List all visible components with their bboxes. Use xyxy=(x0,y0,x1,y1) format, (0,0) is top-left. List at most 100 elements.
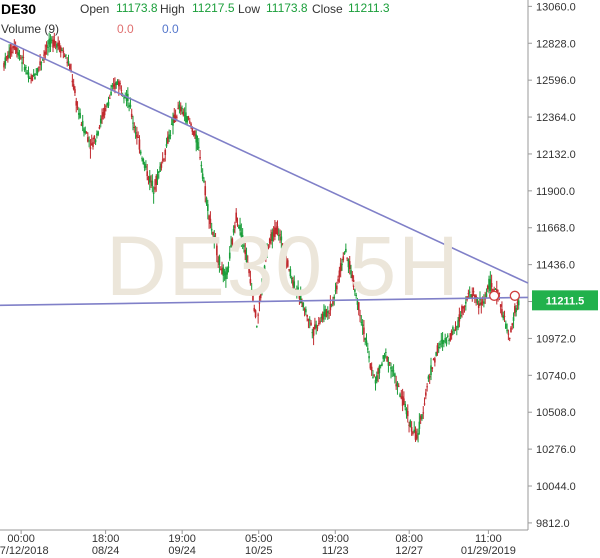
candle-body xyxy=(228,252,231,259)
candle-body xyxy=(155,175,158,185)
candle-body xyxy=(199,157,201,159)
candle-body xyxy=(352,279,355,287)
candle-body xyxy=(103,107,106,116)
candle-body xyxy=(316,327,319,329)
candle-body xyxy=(390,366,392,370)
trendline-marker[interactable] xyxy=(509,290,520,301)
candle-body xyxy=(365,340,368,344)
candle-body xyxy=(81,120,84,127)
candle-body xyxy=(158,171,160,174)
candle-body xyxy=(66,62,69,64)
candle-body xyxy=(383,355,386,358)
candle-body xyxy=(21,62,23,64)
candle-body xyxy=(427,376,430,379)
candle-body xyxy=(302,302,305,308)
candle-body xyxy=(187,116,190,119)
candle-body xyxy=(68,64,71,70)
candle-body xyxy=(130,113,133,117)
candle-body xyxy=(355,294,357,296)
candle-body xyxy=(305,309,307,313)
candle-body xyxy=(435,352,437,356)
candle-body xyxy=(188,121,191,123)
candle-body xyxy=(13,45,16,49)
candle-body xyxy=(230,244,232,247)
candle-body xyxy=(186,116,188,123)
candle-body xyxy=(412,431,414,434)
candle-body xyxy=(292,279,294,286)
candle-body xyxy=(450,330,453,336)
candle-body xyxy=(361,324,364,327)
candle-body xyxy=(406,410,409,417)
candle-body xyxy=(219,269,222,271)
x-tick-date: 09/24 xyxy=(168,545,196,557)
candle-body xyxy=(50,39,53,41)
candle-body xyxy=(467,293,470,295)
candle-body xyxy=(515,307,517,313)
candle-body xyxy=(152,192,155,194)
candle-body xyxy=(281,243,284,247)
candle-body xyxy=(25,66,27,68)
candle-body xyxy=(114,83,116,89)
candle-body xyxy=(321,313,324,320)
x-tick-date: 08/24 xyxy=(92,545,120,557)
candle-body xyxy=(226,267,228,275)
candle-body xyxy=(477,303,480,308)
candle-body xyxy=(78,113,80,115)
candle-body xyxy=(237,226,240,229)
candle-body xyxy=(169,135,172,137)
candle-body xyxy=(30,77,32,79)
candle-body xyxy=(142,158,145,165)
candle-body xyxy=(481,301,484,303)
candle-body xyxy=(343,252,346,255)
y-tick-label: 10740.0 xyxy=(536,370,576,382)
y-tick-label: 12364.0 xyxy=(536,112,576,124)
candle-body xyxy=(338,270,341,277)
candle-body xyxy=(265,257,267,259)
candle-body xyxy=(479,298,481,301)
candle-body xyxy=(370,366,373,371)
candle-body xyxy=(465,301,467,304)
candle-body xyxy=(271,232,274,241)
candle-body xyxy=(397,385,400,387)
candle-body xyxy=(428,376,431,378)
candle-body xyxy=(41,59,44,61)
candle-body xyxy=(396,382,399,387)
candle-body xyxy=(10,51,13,53)
candle-body xyxy=(387,361,390,366)
candle-body xyxy=(409,420,412,427)
candle-body xyxy=(106,102,108,106)
candle-body xyxy=(88,140,90,142)
horizontal-support-trendline[interactable] xyxy=(0,296,529,307)
candle-body xyxy=(134,132,137,134)
candle-body xyxy=(205,197,208,204)
candle-body xyxy=(85,131,88,134)
x-tick-time: 09:00 xyxy=(322,533,350,545)
candle-body xyxy=(440,340,443,342)
candle-body xyxy=(382,355,385,359)
y-tick-label: 10508.0 xyxy=(536,407,576,419)
candle-body xyxy=(357,302,360,311)
candle-body xyxy=(196,142,199,150)
candle-body xyxy=(207,204,209,211)
descending-resistance-trendline[interactable] xyxy=(0,37,529,284)
candle-body xyxy=(105,105,107,107)
candle-body xyxy=(128,105,130,107)
x-tick-time: 18:00 xyxy=(92,533,120,545)
candle-body xyxy=(385,352,387,354)
candle-body xyxy=(212,231,214,235)
candle-body xyxy=(7,55,9,60)
trendline-marker[interactable] xyxy=(489,290,500,301)
candle-body xyxy=(301,305,303,307)
candle-body xyxy=(146,171,148,177)
candle-body xyxy=(133,126,136,128)
candle-body xyxy=(395,384,397,387)
candle-body xyxy=(514,306,516,314)
x-tick-time: 05:00 xyxy=(245,533,273,545)
candle-body xyxy=(379,364,382,366)
last-price-label: 11211.5 xyxy=(546,295,585,307)
candle-body xyxy=(107,101,110,106)
candle-body xyxy=(257,314,259,316)
candle-body xyxy=(223,271,226,276)
candle-body xyxy=(348,261,351,270)
